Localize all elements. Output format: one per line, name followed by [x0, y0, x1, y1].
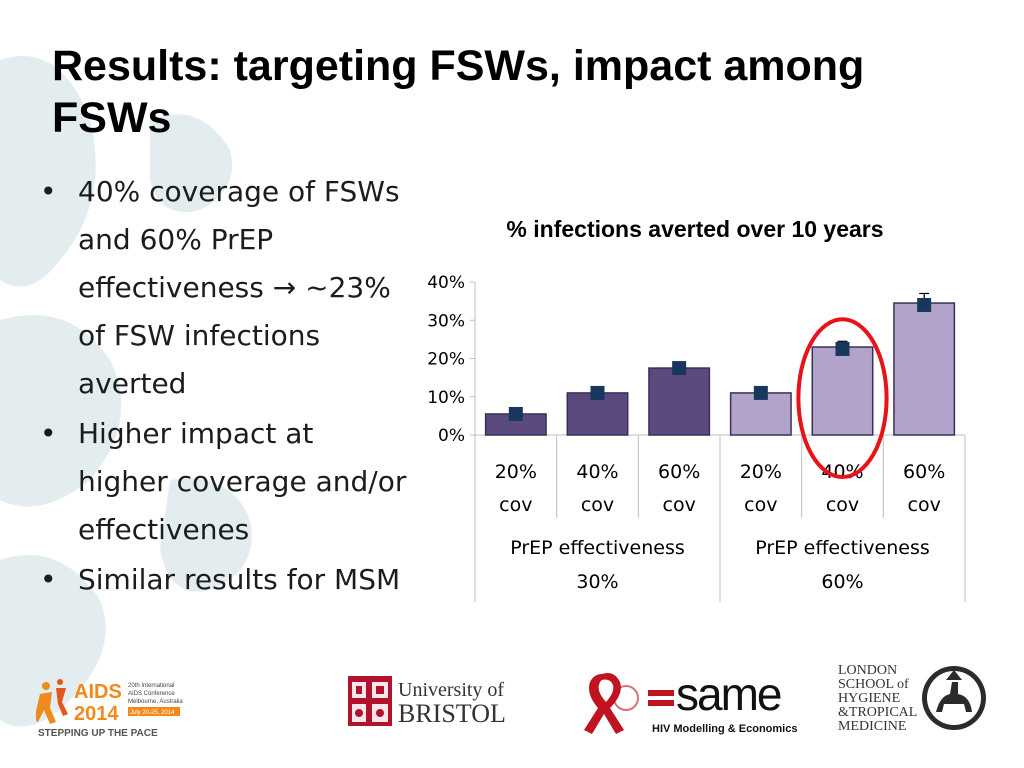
same-bar-1: [648, 690, 674, 696]
aids-date-box: [128, 707, 180, 716]
lshtm-line-5: MEDICINE: [838, 719, 906, 734]
lshtm-crest-icon: [922, 666, 986, 730]
group-label: PrEP effectiveness: [510, 537, 685, 559]
data-point-marker: [590, 385, 605, 400]
x-tick-label: cov: [581, 494, 614, 516]
x-tick-label: cov: [744, 494, 777, 516]
bristol-crest-icon: [348, 676, 392, 726]
data-point-marker: [835, 341, 850, 356]
university-of-bristol-logo: University of BRISTOL: [348, 676, 506, 728]
bar: [648, 367, 711, 436]
highlight-circle: [796, 317, 889, 479]
same-logo: same HIV Modelling & Economics: [584, 668, 797, 735]
x-tick-label: cov: [663, 494, 696, 516]
aids-2014-logo: AIDS 2014 20th International AIDS Confer…: [36, 679, 183, 739]
aids-year: 2014: [74, 703, 119, 725]
lshtm-line-1: LONDON: [838, 663, 897, 678]
bullet-text: Higher impact at higher coverage and/or …: [78, 417, 407, 546]
lshtm-line-4: &TROPICAL: [838, 705, 917, 720]
bullet-text: 40% coverage of FSWs and 60% PrEP effect…: [78, 175, 400, 400]
y-tick-label: 10%: [427, 388, 465, 408]
data-point-marker: [753, 385, 768, 400]
bar: [811, 346, 874, 436]
x-tick-label: 60%: [903, 461, 945, 483]
x-tick-label: cov: [499, 494, 532, 516]
aids-info-2: AIDS Conference: [128, 691, 175, 697]
bullet-item: • Similar results for MSM: [40, 556, 410, 604]
bar: [729, 392, 792, 436]
bristol-line-2: BRISTOL: [398, 699, 506, 728]
x-tick-label: 20%: [495, 461, 537, 483]
aids-tagline: STEPPING UP THE PACE: [38, 728, 158, 739]
bar: [893, 302, 956, 436]
group-label: 30%: [576, 571, 618, 593]
lshtm-line-3: HYGIENE: [838, 691, 900, 706]
x-tick-label: 40%: [576, 461, 618, 483]
x-tick-label: cov: [908, 494, 941, 516]
bullet-dot: •: [40, 563, 57, 596]
same-tagline: HIV Modelling & Economics: [652, 723, 797, 735]
data-point-marker: [508, 406, 523, 421]
bar: [566, 392, 629, 436]
x-tick-label: 60%: [658, 461, 700, 483]
aids-info-4: July 20-25, 2014: [130, 710, 175, 716]
aids-word: AIDS: [74, 681, 122, 703]
red-ribbon-icon: [584, 673, 639, 734]
y-tick-label: 30%: [427, 311, 465, 331]
slide-title: Results: targeting FSWs, impact among FS…: [52, 42, 865, 142]
bullet-text: Similar results for MSM: [78, 563, 401, 596]
bullet-item: • 40% coverage of FSWs and 60% PrEP effec…: [40, 168, 410, 408]
x-tick-label: cov: [826, 494, 859, 516]
bullet-item: • Higher impact at higher coverage and/or…: [40, 410, 410, 554]
group-label: PrEP effectiveness: [755, 537, 930, 559]
lshtm-logo: LONDON SCHOOL of HYGIENE &TROPICAL MEDIC…: [838, 663, 986, 734]
y-tick-label: 40%: [427, 273, 465, 293]
bristol-line-1: University of: [398, 679, 504, 701]
data-point-marker: [672, 361, 687, 376]
logo-strip: AIDS 2014 20th International AIDS Confer…: [0, 650, 1024, 768]
lshtm-line-2: SCHOOL of: [838, 677, 909, 692]
bullet-list: • 40% coverage of FSWs and 60% PrEP effec…: [40, 168, 410, 606]
aids-info-1: 20th International: [128, 683, 174, 689]
bar-chart: 0% 10% 20% 30% 40% 20% cov 40% cov 60% cov 20% cov 40…: [427, 273, 966, 602]
aids-info-3: Melbourne, Australia: [128, 699, 183, 705]
figure-icon: [36, 679, 68, 724]
x-tick-label: 20%: [740, 461, 782, 483]
group-label: 60%: [821, 571, 863, 593]
y-tick-label: 20%: [427, 350, 465, 370]
bullet-dot: •: [40, 175, 57, 208]
bullet-dot: •: [40, 417, 57, 450]
y-tick-label: 0%: [438, 426, 465, 446]
x-tick-label: 40%: [821, 461, 863, 483]
data-point-marker: [917, 297, 932, 312]
same-bar-2: [648, 700, 674, 706]
same-word: same: [676, 668, 781, 720]
chart-title: % infections averted over 10 years: [506, 216, 884, 242]
